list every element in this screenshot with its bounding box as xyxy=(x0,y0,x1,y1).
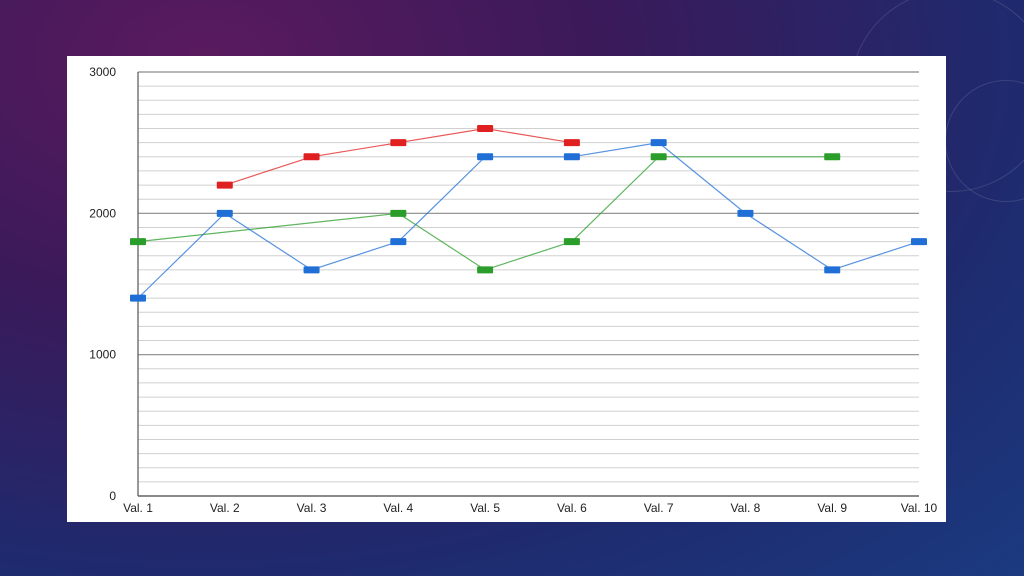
gridlines xyxy=(138,71,919,497)
x-tick-label: Val. 7 xyxy=(644,501,674,515)
x-tick-label: Val. 4 xyxy=(383,501,413,515)
series-1-point xyxy=(563,139,580,147)
series-3-point xyxy=(130,294,146,302)
series-2-point xyxy=(563,238,580,246)
x-tick-label: Val. 2 xyxy=(210,501,240,515)
series-1-point xyxy=(477,125,494,133)
x-tick-label: Val. 5 xyxy=(470,501,500,515)
x-tick-label: Val. 1 xyxy=(123,501,153,515)
series-2-point xyxy=(477,266,494,274)
y-tick-label: 3000 xyxy=(89,65,116,79)
x-tick-label: Val. 9 xyxy=(817,501,847,515)
x-tick-label: Val. 3 xyxy=(297,501,327,515)
x-tick-labels: Val. 1 Val. 2 Val. 3 Val. 4 Val. 5 Val. 6 Val.… xyxy=(123,501,937,515)
series-3-point xyxy=(563,153,580,161)
y-tick-label: 1000 xyxy=(89,348,116,362)
series-2-point xyxy=(390,209,407,217)
series-group xyxy=(130,125,927,302)
series-line-2 xyxy=(137,156,833,271)
series-3-point xyxy=(911,238,927,246)
series-2-point xyxy=(650,153,667,161)
series-2-point xyxy=(824,153,841,161)
x-tick-label: Val. 6 xyxy=(557,501,587,515)
series-3-point xyxy=(824,266,841,274)
series-3-point xyxy=(390,238,407,246)
series-3-point xyxy=(216,209,233,217)
y-tick-label: 0 xyxy=(109,489,116,503)
series-1-point xyxy=(390,139,407,147)
series-1-point xyxy=(216,181,233,189)
series-1-point xyxy=(303,153,320,161)
x-tick-label: Val. 8 xyxy=(731,501,761,515)
y-tick-labels: 0 1000 2000 3000 xyxy=(89,65,116,503)
series-3-point xyxy=(650,139,667,147)
series-3-point xyxy=(477,153,494,161)
axes xyxy=(137,72,919,497)
series-3-point xyxy=(737,209,754,217)
series-2-point xyxy=(130,238,146,246)
series-line-3 xyxy=(137,142,920,299)
x-tick-label: Val. 10 xyxy=(901,501,938,515)
y-tick-label: 2000 xyxy=(89,206,116,220)
series-3-point xyxy=(303,266,320,274)
chart-panel: 0 1000 2000 3000 Val. 1 Val. 2 Val. 3 Val. 4 Va… xyxy=(67,56,946,522)
